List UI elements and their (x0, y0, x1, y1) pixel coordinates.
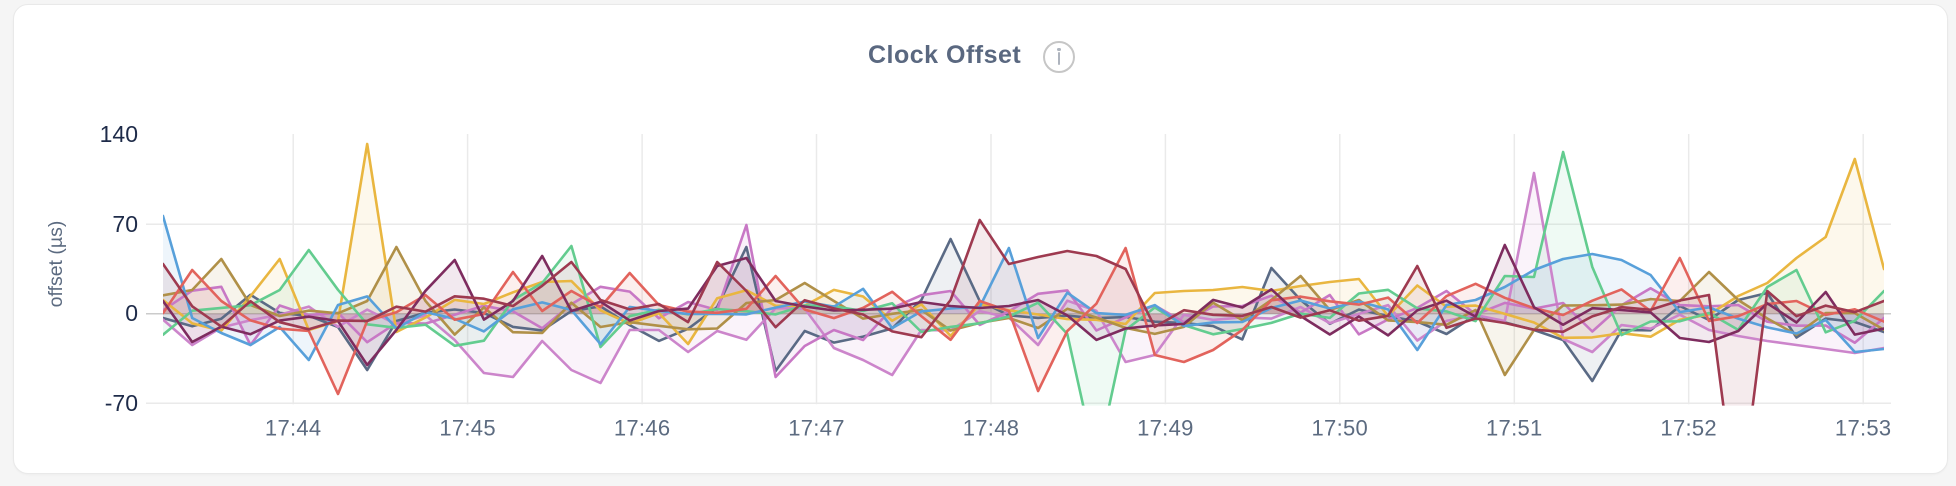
svg-text:17:44: 17:44 (265, 416, 322, 441)
svg-text:17:51: 17:51 (1486, 416, 1543, 441)
svg-text:17:50: 17:50 (1312, 416, 1369, 441)
svg-text:17:49: 17:49 (1137, 416, 1194, 441)
svg-text:17:47: 17:47 (788, 416, 845, 441)
svg-text:17:45: 17:45 (439, 416, 496, 441)
svg-text:17:46: 17:46 (614, 416, 671, 441)
svg-text:0: 0 (125, 300, 138, 326)
svg-text:17:52: 17:52 (1660, 416, 1717, 441)
svg-text:-70: -70 (105, 390, 138, 416)
svg-text:17:53: 17:53 (1835, 416, 1892, 441)
svg-text:140: 140 (100, 121, 138, 147)
svg-text:offset (µs): offset (µs) (45, 221, 67, 308)
svg-text:70: 70 (112, 211, 138, 237)
svg-text:17:48: 17:48 (963, 416, 1020, 441)
